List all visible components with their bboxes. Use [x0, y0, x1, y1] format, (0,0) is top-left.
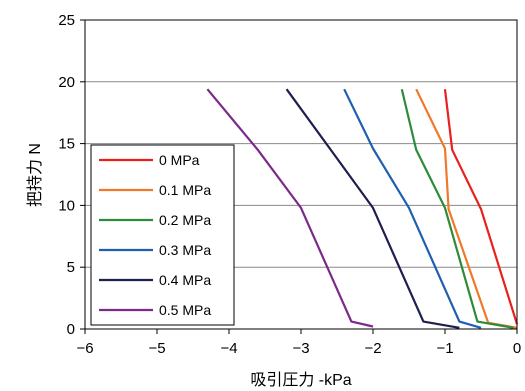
x-axis-ticks: −6 −5 −4 −3 −2 −1 0	[76, 329, 521, 357]
x-tick-label: −6	[76, 340, 93, 357]
legend-label: 0 MPa	[159, 152, 200, 168]
legend-label: 0.3 MPa	[159, 242, 211, 258]
legend-label: 0.5 MPa	[159, 302, 211, 318]
x-tick-label: −2	[364, 340, 381, 357]
x-tick-label: −5	[148, 340, 165, 357]
legend-label: 0.4 MPa	[159, 272, 211, 288]
y-tick-label: 15	[58, 136, 75, 153]
x-axis-title: 吸引圧力 -kPa	[250, 371, 351, 389]
legend: 0 MPa 0.1 MPa 0.2 MPa 0.3 MPa 0.4 MPa 0.5 MPa	[90, 144, 235, 326]
y-tick-label: 0	[67, 321, 75, 338]
y-axis-title: 把持力 N	[26, 143, 44, 207]
x-tick-label: 0	[513, 340, 521, 357]
legend-label: 0.2 MPa	[159, 212, 211, 228]
series-layer	[206, 88, 519, 329]
x-tick-label: −4	[220, 340, 237, 357]
series-line-0-2-mpa	[400, 88, 514, 329]
x-tick-label: −3	[292, 340, 309, 357]
y-tick-label: 25	[58, 12, 75, 29]
y-tick-label: 10	[58, 197, 75, 214]
y-tick-label: 20	[58, 74, 75, 91]
legend-box	[90, 144, 235, 326]
series-line-0-3-mpa	[343, 88, 482, 329]
series-line-0-mpa	[443, 89, 519, 325]
series-line-0-5-mpa	[206, 88, 374, 328]
x-tick-label: −1	[436, 340, 453, 357]
series-line-0-4-mpa	[285, 88, 460, 329]
y-axis-ticks: 0 5 10 15 20 25	[58, 12, 85, 338]
legend-label: 0.1 MPa	[159, 182, 211, 198]
y-tick-label: 5	[67, 259, 75, 276]
